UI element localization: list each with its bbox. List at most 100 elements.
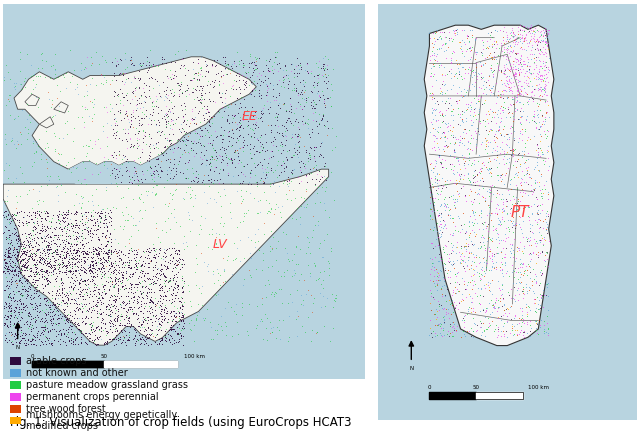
Point (172, 135, 182, 142)
Point (121, 332, 131, 339)
Point (485, 65, 495, 72)
Point (435, 45, 445, 52)
Point (474, 71, 484, 78)
Point (261, 294, 271, 301)
Point (52, 261, 63, 268)
Point (75, 266, 85, 273)
Point (257, 104, 268, 111)
Point (118, 101, 129, 108)
Point (158, 79, 168, 86)
Point (160, 293, 170, 300)
Point (122, 258, 132, 265)
Point (532, 203, 543, 210)
Point (108, 126, 118, 133)
Point (508, 42, 518, 49)
Point (252, 80, 262, 87)
Point (459, 318, 469, 325)
Point (515, 304, 525, 311)
Point (42, 248, 52, 255)
Point (517, 186, 527, 193)
Point (427, 216, 437, 223)
Point (169, 307, 179, 314)
Point (133, 226, 143, 233)
Point (540, 85, 550, 92)
Point (518, 203, 529, 210)
Point (315, 143, 325, 150)
Point (8, 287, 18, 294)
Point (9, 211, 19, 218)
Point (166, 137, 176, 144)
Point (113, 255, 124, 262)
Point (434, 320, 444, 327)
Point (427, 93, 437, 100)
Point (120, 261, 130, 268)
Point (73, 244, 83, 251)
Point (21, 267, 31, 274)
Point (13, 259, 23, 266)
Point (109, 327, 120, 334)
Point (459, 75, 469, 82)
Point (294, 126, 304, 133)
Point (243, 207, 253, 214)
Point (505, 60, 515, 67)
Point (519, 187, 529, 194)
Point (493, 278, 503, 285)
Point (97, 314, 107, 321)
Point (95, 213, 106, 220)
Point (67, 264, 77, 271)
Point (171, 261, 181, 268)
Point (19, 245, 29, 252)
Point (161, 135, 172, 142)
Point (529, 178, 540, 185)
Point (31, 73, 41, 80)
Point (109, 263, 120, 270)
Point (46, 264, 56, 271)
Point (540, 115, 550, 122)
Point (12, 256, 22, 263)
Point (436, 130, 447, 137)
Point (492, 163, 502, 170)
Point (10, 303, 20, 310)
Point (287, 299, 298, 306)
Point (442, 177, 452, 184)
Point (150, 166, 161, 173)
Point (293, 261, 303, 268)
Point (529, 92, 539, 99)
Point (508, 208, 518, 215)
Point (29, 158, 39, 165)
Point (102, 328, 113, 335)
Point (237, 138, 248, 145)
Point (449, 270, 460, 277)
Point (330, 295, 340, 302)
Point (523, 56, 533, 63)
Point (236, 258, 246, 265)
Point (10, 267, 20, 274)
Point (9, 319, 19, 326)
Point (445, 330, 455, 337)
Point (486, 53, 496, 60)
Point (476, 284, 486, 291)
Point (24, 212, 35, 219)
Point (195, 99, 205, 106)
Point (29, 235, 39, 242)
Point (173, 283, 183, 290)
Point (507, 95, 517, 102)
Point (148, 280, 158, 287)
Point (303, 287, 314, 294)
Point (273, 129, 284, 136)
Point (74, 256, 84, 263)
Point (166, 118, 176, 125)
Point (134, 279, 145, 286)
Point (47, 100, 57, 107)
Point (153, 62, 163, 69)
Point (253, 148, 264, 155)
Point (40, 227, 50, 234)
Point (21, 241, 31, 248)
Point (131, 92, 141, 99)
Point (122, 155, 132, 162)
Point (113, 335, 124, 342)
Point (476, 140, 486, 147)
Point (155, 310, 165, 317)
Point (11, 236, 21, 243)
Point (6, 137, 17, 144)
